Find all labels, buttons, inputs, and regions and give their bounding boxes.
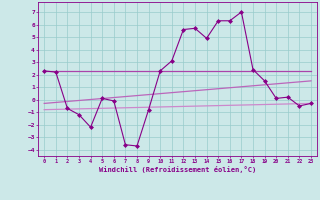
X-axis label: Windchill (Refroidissement éolien,°C): Windchill (Refroidissement éolien,°C) (99, 166, 256, 173)
